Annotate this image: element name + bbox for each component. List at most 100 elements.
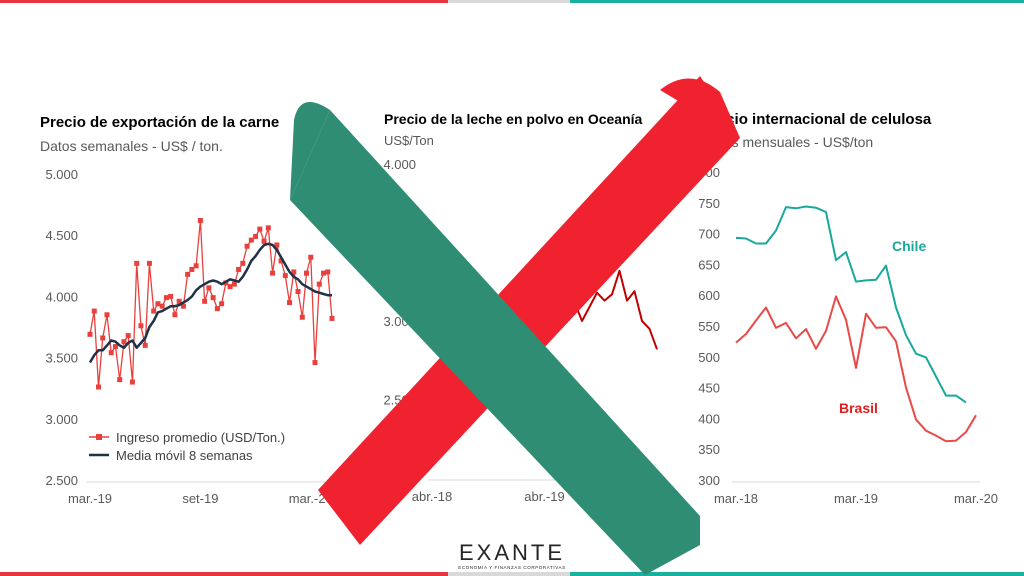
data-point-marker xyxy=(117,377,123,383)
data-point-marker xyxy=(210,295,216,301)
data-point-marker xyxy=(95,384,101,390)
data-point-marker xyxy=(142,342,148,348)
y-tick-label: 4.000 xyxy=(383,157,416,172)
y-tick-label: 750 xyxy=(698,196,720,211)
data-point-marker xyxy=(227,284,233,290)
y-tick-label: 2.500 xyxy=(45,473,78,488)
cross-red-top-cap xyxy=(660,78,740,138)
pulp-chart-subtitle: Datos mensuales - US$/ton xyxy=(702,134,874,150)
data-point-marker xyxy=(248,237,254,243)
y-tick-label: 5.000 xyxy=(45,167,78,182)
data-point-marker xyxy=(151,308,157,314)
data-point-marker xyxy=(265,225,271,231)
data-point-marker xyxy=(104,312,110,318)
y-tick-label: 700 xyxy=(698,227,720,242)
data-point-marker xyxy=(316,281,322,287)
data-point-marker xyxy=(125,333,131,339)
data-point-marker xyxy=(100,335,106,341)
beef-chart-title: Precio de exportación de la carne xyxy=(40,114,280,131)
pulp-chart-title: Precio internacional de celulosa xyxy=(702,111,932,128)
y-tick-label: 4.500 xyxy=(45,228,78,243)
data-point-marker xyxy=(163,295,169,301)
x-tick-label: set-19 xyxy=(182,491,218,506)
data-point-marker xyxy=(134,260,140,266)
data-point-marker xyxy=(108,350,114,356)
x-tick-label: abr.-19 xyxy=(524,489,564,504)
y-tick-label: 450 xyxy=(698,381,720,396)
logo-wordmark: EXANTE xyxy=(458,540,566,565)
y-tick-label: 350 xyxy=(698,442,720,457)
data-point-marker xyxy=(112,344,118,350)
data-point-marker xyxy=(257,226,263,232)
logo-tagline: ECONOMÍA Y FINANZAS CORPORATIVAS xyxy=(458,565,566,570)
beef-chart-subtitle: Datos semanales - US$ / ton. xyxy=(40,138,223,154)
data-point-marker xyxy=(121,339,127,345)
data-point-marker xyxy=(146,260,152,266)
cross-green-stroke xyxy=(290,110,700,575)
x-tick-label: mar.-20 xyxy=(954,491,998,506)
beef-legend: Ingreso promedio (USD/Ton.) Media móvil … xyxy=(88,428,285,464)
data-point-marker xyxy=(274,242,280,248)
beef-chart: 5.000 4.500 4.000 3.500 3.000 2.500 mar.-19 set… xyxy=(45,167,336,506)
milk-chart-subtitle: US$/Ton xyxy=(384,133,434,148)
data-point-marker xyxy=(321,270,327,276)
data-point-marker xyxy=(129,379,135,385)
data-point-marker xyxy=(299,314,305,320)
data-point-marker xyxy=(219,301,225,307)
data-point-marker xyxy=(189,266,195,272)
legend-marker-media xyxy=(89,453,109,457)
x-tick-label: mar.-19 xyxy=(834,491,878,506)
pulp-chart: 800750700650600550500450400350300mar.-18… xyxy=(698,165,998,506)
x-tick-label: abr.-18 xyxy=(412,489,452,504)
data-point-marker xyxy=(138,323,144,329)
cross-green-left-cap xyxy=(290,102,330,200)
legend-label-ingreso: Ingreso promedio (USD/Ton.) xyxy=(116,429,286,445)
series-label-chile: Chile xyxy=(892,238,926,254)
data-point-marker xyxy=(304,270,310,276)
legend-marker-ingreso xyxy=(89,434,109,440)
data-point-marker xyxy=(168,293,174,299)
legend-item-ingreso: Ingreso promedio (USD/Ton.) xyxy=(88,428,285,446)
data-point-marker xyxy=(240,260,246,266)
data-point-marker xyxy=(197,218,203,224)
legend-item-media: Media móvil 8 semanas xyxy=(88,446,285,464)
data-point-marker xyxy=(308,254,314,260)
data-point-marker xyxy=(287,300,293,306)
exante-logo: EXANTE ECONOMÍA Y FINANZAS CORPORATIVAS xyxy=(456,540,568,570)
bottom-accent-bar-teal xyxy=(570,572,1024,576)
series-line-brasil xyxy=(735,295,977,443)
data-point-marker xyxy=(202,298,208,304)
data-point-marker xyxy=(291,269,297,275)
data-point-marker xyxy=(180,303,186,309)
data-point-marker xyxy=(172,312,178,318)
data-point-marker xyxy=(155,301,161,307)
data-point-marker xyxy=(206,285,212,291)
data-point-marker xyxy=(325,269,331,275)
top-accent-bar-teal xyxy=(570,0,1024,3)
data-point-marker xyxy=(244,243,250,249)
milk-chart-title: Precio de la leche en polvo en Oceanía xyxy=(384,111,643,127)
top-accent-bar-red xyxy=(0,0,448,3)
data-point-marker xyxy=(185,271,191,277)
data-point-marker xyxy=(214,306,220,312)
data-point-marker xyxy=(253,233,259,239)
data-point-marker xyxy=(176,298,182,304)
data-point-marker xyxy=(91,308,97,314)
bottom-accent-bar-red xyxy=(0,572,448,576)
top-accent-bar-grey xyxy=(448,0,570,3)
data-point-marker xyxy=(282,273,288,279)
data-point-marker xyxy=(231,281,237,287)
data-point-marker xyxy=(193,263,199,269)
data-point-marker xyxy=(295,289,301,295)
y-tick-label: 3.000 xyxy=(45,412,78,427)
series-label-brasil: Brasil xyxy=(839,400,878,416)
series-line-media xyxy=(88,242,332,364)
legend-label-media: Media móvil 8 semanas xyxy=(116,447,253,463)
data-point-marker xyxy=(87,331,93,337)
x-tick-label: mar.-18 xyxy=(714,491,758,506)
y-tick-label: 400 xyxy=(698,411,720,426)
y-tick-label: 500 xyxy=(698,350,720,365)
data-point-marker xyxy=(236,266,242,272)
data-point-marker xyxy=(261,238,267,244)
